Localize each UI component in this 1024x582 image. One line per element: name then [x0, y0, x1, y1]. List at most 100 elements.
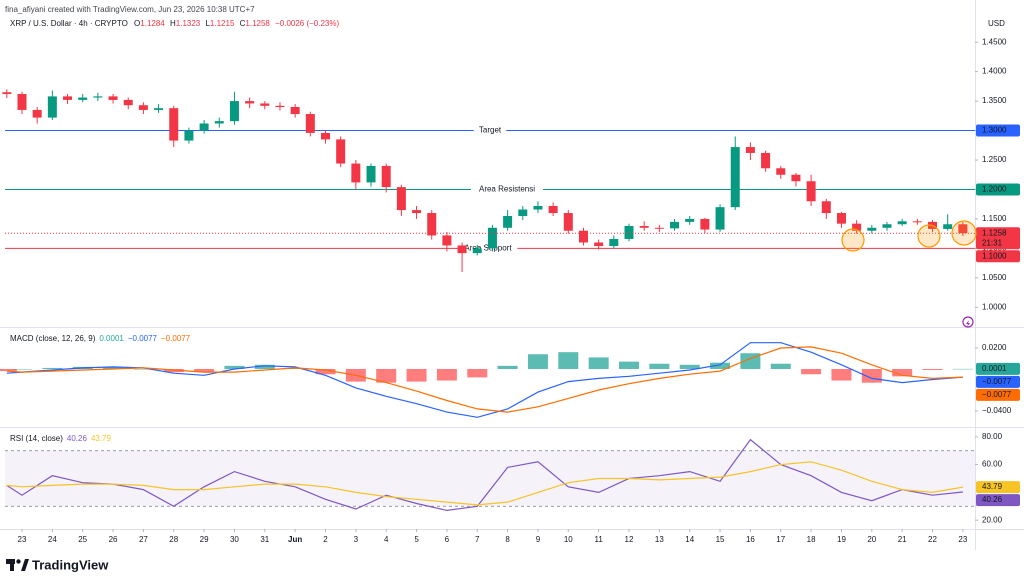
candle-body	[639, 226, 649, 228]
axis-value-label: 21:31	[982, 238, 1003, 247]
highlight-circle	[917, 224, 941, 248]
x-tick-label: 15	[716, 535, 725, 544]
candle-body	[791, 174, 801, 182]
candle-body	[442, 235, 452, 246]
candle-body	[138, 105, 148, 110]
histogram-bar	[406, 368, 427, 382]
candle-body	[305, 114, 315, 133]
axis-value-box	[976, 183, 1020, 196]
candle-body	[882, 224, 892, 228]
line	[6, 438, 963, 512]
histogram-bar	[831, 368, 852, 381]
candle-body	[776, 168, 786, 175]
axis-value-label: 1.1258	[982, 228, 1007, 237]
line	[6, 342, 963, 418]
histogram-bar	[558, 352, 579, 369]
x-tick-label: 27	[139, 535, 148, 544]
x-tick-label: 22	[928, 535, 937, 544]
logo-part	[10, 559, 14, 571]
symbol: XRP / U.S. Dollar · 4h · CRYPTO	[10, 19, 128, 28]
candle-body	[867, 227, 877, 231]
histogram-bar	[649, 363, 670, 369]
candle-body	[943, 224, 953, 229]
x-tick-label: 24	[48, 535, 57, 544]
candle-body	[199, 123, 209, 131]
legend-value: −0.0077	[161, 334, 191, 343]
histogram-bar	[0, 368, 17, 372]
legend-value: 43.79	[91, 434, 112, 443]
candle-body	[563, 213, 573, 231]
x-tick-label: 19	[837, 535, 846, 544]
x-tick-label: 4	[384, 535, 389, 544]
y-tick-label: 1.2500	[982, 155, 1007, 164]
level-label: Target	[479, 126, 502, 135]
x-tick-label: 13	[655, 535, 664, 544]
candle-body	[730, 147, 740, 208]
candle-body	[32, 109, 42, 118]
x-tick-label: 10	[564, 535, 573, 544]
indicator-legend: RSI (14, close) 40.26 43.79	[10, 434, 112, 443]
alert-icon-ring[interactable]	[962, 316, 974, 328]
y-tick-label: 60.00	[982, 460, 1003, 469]
candle-body	[184, 130, 194, 141]
candle-body	[624, 226, 634, 239]
x-tick-label: 25	[78, 535, 87, 544]
x-tick-label: Jun	[288, 535, 302, 544]
candle-body	[852, 223, 862, 231]
candle-body	[17, 94, 27, 110]
histogram-bar	[103, 366, 124, 369]
axis-value-label: 43.79	[982, 482, 1003, 491]
candle-body	[472, 248, 482, 254]
y-tick-label: 1.4500	[982, 37, 1007, 46]
candle-body	[78, 97, 88, 100]
axis-value-box	[976, 494, 1020, 507]
x-tick-label: 29	[200, 535, 209, 544]
candle-body	[108, 96, 118, 100]
axis-value-label: −0.0077	[982, 377, 1012, 386]
x-tick-label: 31	[260, 535, 269, 544]
histogram-bar	[922, 368, 943, 371]
x-tick-label: 26	[109, 535, 118, 544]
indicator-legend: MACD (close, 12, 26, 9) 0.0001 −0.0077 −0.0…	[10, 334, 191, 343]
histogram-bar	[710, 362, 731, 369]
histogram-bar	[801, 368, 822, 375]
candle-body	[290, 106, 300, 115]
x-tick-label: 17	[776, 535, 785, 544]
candle-body	[63, 96, 73, 100]
x-tick-label: 30	[230, 535, 239, 544]
axis-value-label: 0.0001	[982, 364, 1007, 373]
candle-body	[578, 230, 588, 243]
candle-body	[745, 147, 755, 153]
x-tick-label: 9	[536, 535, 541, 544]
rsi-band	[5, 450, 975, 507]
histogram-bar	[194, 368, 215, 373]
y-tick-label: 1.0000	[982, 302, 1007, 311]
highlight-circle	[841, 228, 865, 252]
histogram-bar	[892, 368, 913, 377]
candle-body	[897, 221, 907, 225]
histogram-bar	[315, 368, 336, 375]
histogram-bar	[11, 368, 32, 370]
candle-body	[2, 92, 12, 95]
candle-body	[700, 218, 710, 230]
histogram-bar	[467, 368, 488, 378]
candle-body	[229, 101, 239, 122]
candle-body	[351, 163, 361, 183]
candle-body	[609, 238, 619, 247]
legend-value: 40.26	[67, 434, 88, 443]
candle-body	[912, 221, 922, 223]
level-label: Area Resistensi	[479, 185, 535, 194]
axis-value-box	[976, 124, 1020, 137]
alert-icon-bolt[interactable]	[966, 320, 970, 327]
candle-body	[806, 181, 816, 202]
candle-body	[47, 96, 57, 118]
ohlc-value: 1.1215	[210, 19, 235, 28]
candle-body	[533, 205, 543, 210]
histogram-bar	[497, 365, 518, 369]
axis-value-box	[976, 227, 1020, 250]
axis-value-label: 40.26	[982, 495, 1003, 504]
histogram-bar	[679, 364, 700, 369]
alert-icon[interactable]	[962, 316, 974, 328]
